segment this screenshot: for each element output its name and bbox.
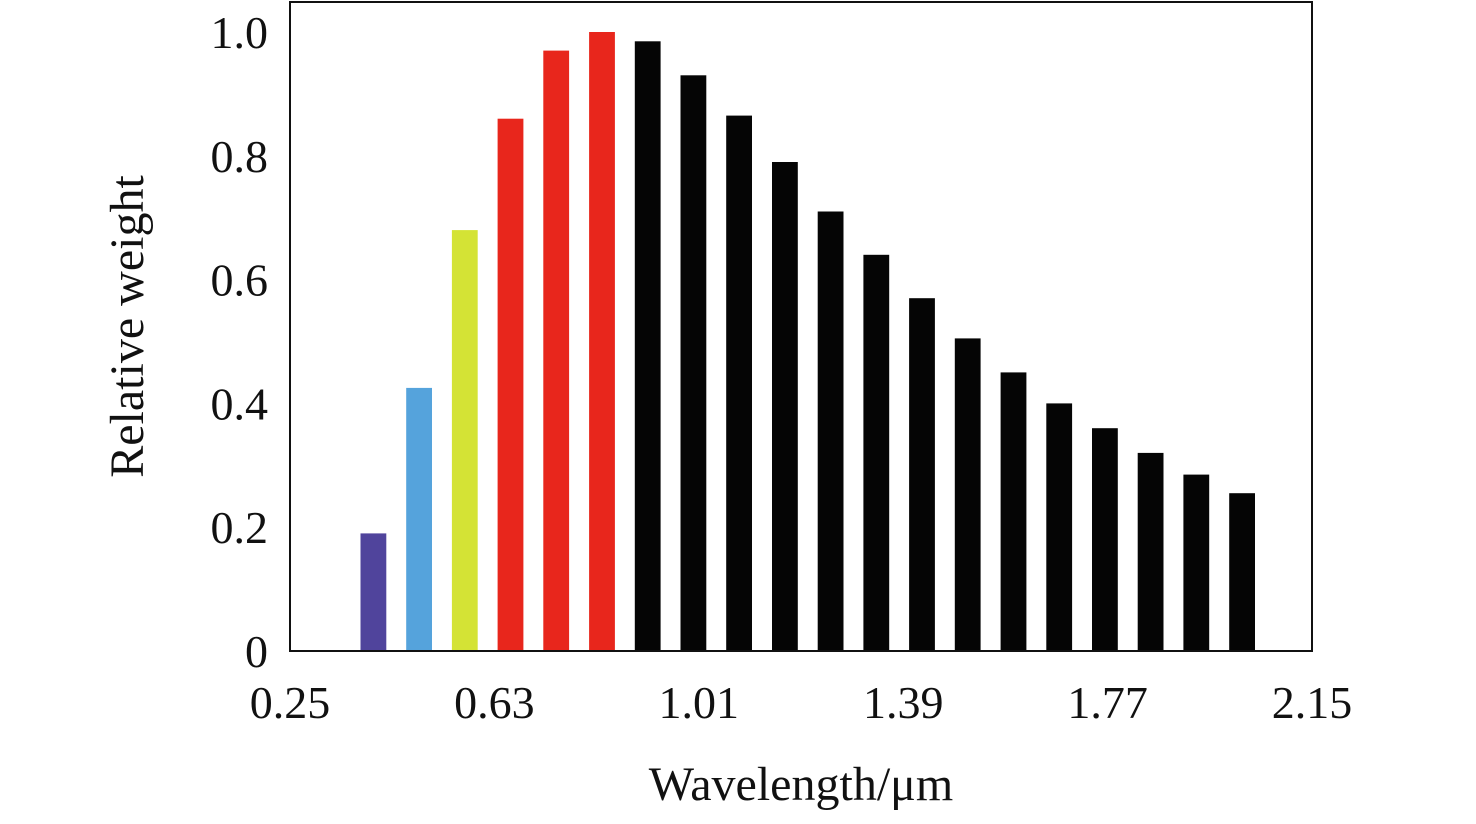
bar-9 — [726, 115, 752, 652]
x-axis-title: Wavelength/μm — [649, 758, 953, 811]
x-tick-label-4: 1.39 — [863, 677, 944, 728]
bar-19 — [1183, 474, 1210, 651]
bars-layer — [360, 32, 1255, 652]
bar-7 — [634, 41, 661, 652]
y-axis-title: Relative weight — [101, 175, 154, 478]
bar-14 — [954, 338, 981, 651]
bar-17 — [1092, 428, 1118, 651]
y-tick-label-2: 0.2 — [211, 502, 269, 553]
bar-12 — [863, 254, 890, 652]
bar-6 — [589, 32, 615, 651]
y-tick-label-6: 1.0 — [211, 7, 269, 58]
bar-16 — [1046, 403, 1073, 651]
bar-13 — [909, 298, 935, 651]
x-tick-label-2: 0.63 — [454, 677, 535, 728]
bar-3 — [451, 230, 478, 651]
bar-4 — [497, 118, 524, 651]
bar-11 — [817, 211, 844, 651]
y-tick-label-1: 0 — [245, 626, 268, 677]
plot-frame — [289, 1, 1313, 652]
bar-5 — [543, 50, 570, 652]
x-tick-label-5: 1.77 — [1067, 677, 1148, 728]
x-tick-label-3: 1.01 — [659, 677, 740, 728]
x-tick-label-1: 0.25 — [250, 677, 331, 728]
x-tick-label-6: 2.15 — [1272, 677, 1353, 728]
ticks-layer: 0.25 0.63 1.01 1.39 1.77 2.15 0 0.2 0.4 0.6 0.8 1.0 — [211, 7, 1353, 728]
bar-20 — [1229, 493, 1255, 651]
bar-18 — [1137, 452, 1164, 651]
bar-2 — [406, 387, 432, 651]
bar-8 — [680, 75, 707, 652]
bar-1 — [360, 533, 387, 651]
y-tick-label-4: 0.6 — [211, 255, 269, 306]
bar-10 — [772, 162, 798, 651]
y-tick-label-5: 0.8 — [211, 131, 269, 182]
y-tick-label-3: 0.4 — [211, 378, 269, 429]
bar-15 — [1000, 372, 1027, 651]
